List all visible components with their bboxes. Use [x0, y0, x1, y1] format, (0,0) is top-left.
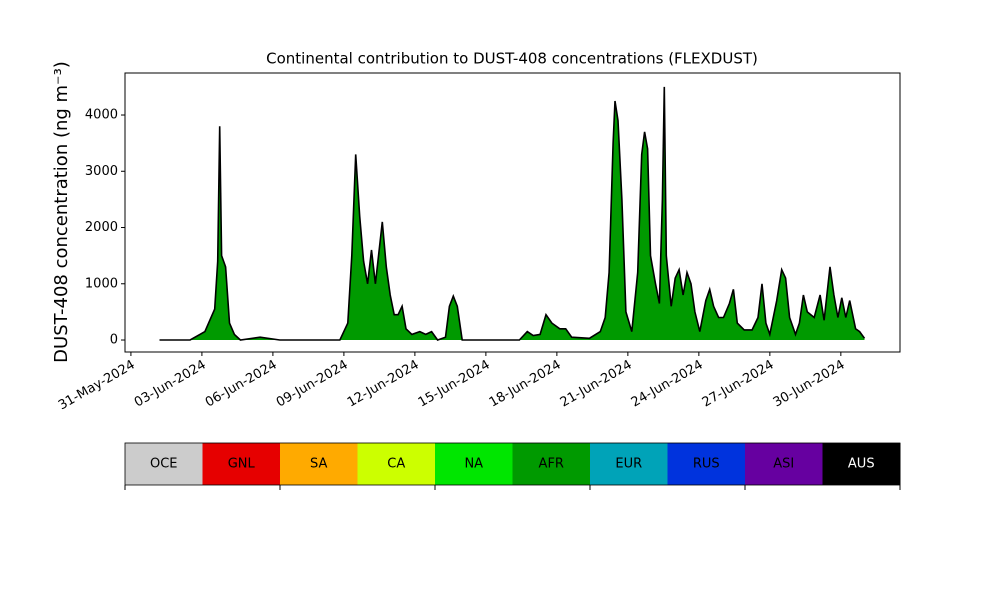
- y-tick-label: 4000: [85, 108, 118, 123]
- x-tick-label: 18-Jun-2024: [487, 358, 564, 411]
- colorbar-cell: [590, 443, 668, 485]
- colorbar-cell: [357, 443, 436, 485]
- x-tick-label: 15-Jun-2024: [416, 358, 493, 411]
- colorbar-cell: [745, 443, 823, 485]
- colorbar-cell: [667, 443, 746, 485]
- x-tick-label: 06-Jun-2024: [203, 358, 280, 411]
- colorbar-cell: [435, 443, 513, 485]
- colorbar-cell: [512, 443, 591, 485]
- colorbar-cell: [280, 443, 358, 485]
- y-axis-label: DUST-408 concentration (ng m⁻³): [51, 61, 72, 363]
- colorbar-cell: [822, 443, 901, 485]
- y-tick-label: 2000: [85, 220, 118, 235]
- area-outline: [159, 86, 866, 341]
- x-tick-label: 31-May-2024: [56, 358, 138, 414]
- plot-frame: [124, 72, 901, 353]
- area: [159, 86, 865, 341]
- colorbar-frame: [124, 442, 901, 486]
- x-tick-label: 12-Jun-2024: [345, 358, 422, 411]
- colorbar-label: GNL: [228, 457, 256, 472]
- colorbar-label: NA: [464, 457, 483, 472]
- x-tick-label: 21-Jun-2024: [558, 358, 635, 411]
- x-tick-label: 03-Jun-2024: [132, 358, 209, 411]
- x-tick-label: 24-Jun-2024: [629, 358, 706, 411]
- x-tick-label: 09-Jun-2024: [274, 358, 351, 411]
- x-tick-label: 27-Jun-2024: [700, 358, 777, 411]
- y-tick-label: 1000: [85, 276, 118, 291]
- colorbar-label: EUR: [615, 457, 642, 472]
- colorbar-cell: [202, 443, 281, 485]
- colorbar-label: RUS: [693, 457, 720, 472]
- x-tick-label: 30-Jun-2024: [771, 358, 848, 411]
- chart-title: Continental contribution to DUST-408 con…: [266, 50, 758, 68]
- colorbar-label: SA: [310, 457, 327, 472]
- colorbar-label: AUS: [848, 457, 875, 472]
- colorbar-label: CA: [387, 457, 405, 472]
- y-tick-label: 3000: [85, 164, 118, 179]
- y-tick-label: 0: [110, 333, 118, 348]
- colorbar-label: AFR: [539, 457, 564, 472]
- colorbar-label: ASI: [773, 457, 794, 472]
- colorbar-label: OCE: [150, 457, 178, 472]
- colorbar-cell: [125, 443, 203, 485]
